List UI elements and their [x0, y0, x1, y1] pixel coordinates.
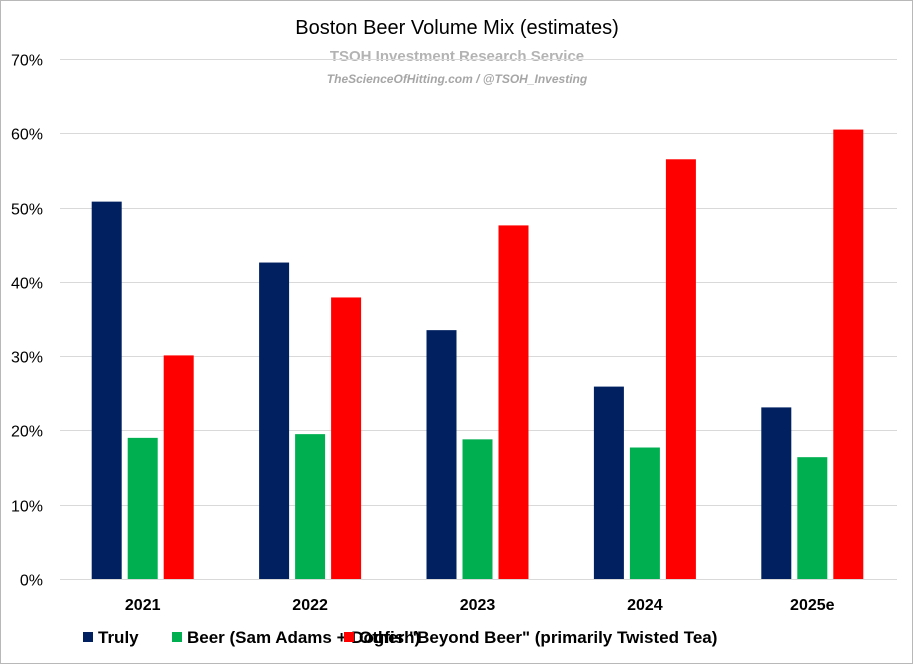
bar: [665, 159, 696, 580]
bar: [127, 437, 158, 579]
x-tick-label: 2025e: [790, 597, 835, 614]
legend-swatch: [83, 632, 93, 642]
chart-credit: TheScienceOfHitting.com / @TSOH_Investin…: [327, 72, 588, 86]
bar: [629, 447, 660, 579]
chart-subtitle: TSOH Investment Research Service: [330, 48, 584, 65]
bar: [498, 225, 529, 579]
bar: [833, 129, 864, 580]
bar: [91, 201, 122, 579]
bar: [163, 355, 194, 579]
bar: [426, 330, 457, 579]
y-tick-label: 20%: [11, 424, 43, 441]
legend-swatch: [172, 632, 182, 642]
legend-swatch: [344, 632, 354, 642]
x-tick-label: 2021: [125, 597, 161, 614]
legend-label: Other "Beyond Beer" (primarily Twisted T…: [359, 628, 717, 647]
legend: Truly Beer (Sam Adams + Dogfish)Other "Be…: [83, 628, 717, 647]
y-tick-label: 70%: [11, 53, 43, 70]
bar: [462, 439, 493, 579]
y-axis-tick-labels: 0% 10% 20% 30% 40% 50% 60% 70%: [11, 53, 43, 590]
x-axis-tick-labels: 2021 2022 2023 2024 2025e: [125, 597, 835, 614]
gridlines: [60, 59, 897, 580]
chart-title: Boston Beer Volume Mix (estimates): [295, 17, 618, 39]
bars: [91, 129, 864, 580]
bar: [295, 434, 326, 579]
x-tick-label: 2022: [292, 597, 328, 614]
legend-label: Beer (Sam Adams + Dogfish): [187, 628, 420, 647]
y-tick-label: 50%: [11, 202, 43, 219]
y-tick-label: 60%: [11, 127, 43, 144]
bar: [593, 386, 624, 579]
y-tick-label: 0%: [20, 573, 43, 590]
x-tick-label: 2023: [460, 597, 496, 614]
y-tick-label: 30%: [11, 350, 43, 367]
bar: [797, 457, 828, 579]
bar: [331, 297, 362, 579]
y-tick-label: 40%: [11, 276, 43, 293]
x-tick-label: 2024: [627, 597, 663, 614]
legend-label: Truly: [98, 628, 139, 647]
bar: [259, 262, 290, 579]
y-tick-label: 10%: [11, 499, 43, 516]
bar: [761, 407, 792, 579]
